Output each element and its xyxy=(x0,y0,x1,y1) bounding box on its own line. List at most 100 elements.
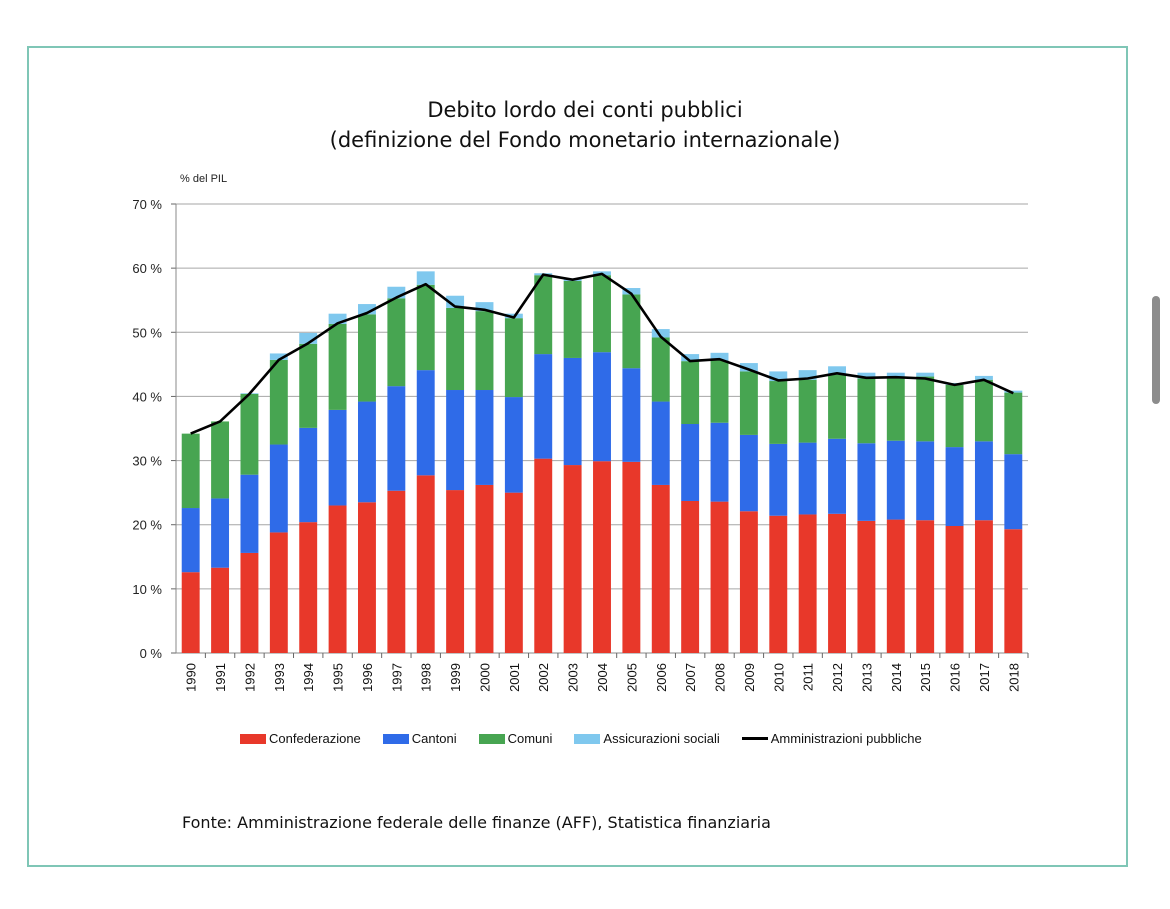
bar-confederazione xyxy=(563,465,582,653)
bar-comuni xyxy=(739,371,758,435)
x-tick-label: 2002 xyxy=(536,663,551,692)
bar-comuni xyxy=(504,318,523,398)
bar-assicurazioni-sociali xyxy=(886,372,905,377)
bar-confederazione xyxy=(475,484,494,653)
x-tick-label: 1993 xyxy=(272,663,287,692)
legend-line-amministrazioni xyxy=(741,737,768,740)
bar-assicurazioni-sociali xyxy=(358,304,376,315)
bar-cantoni xyxy=(622,368,641,462)
bar-assicurazioni-sociali xyxy=(681,354,700,362)
bar-assicurazioni-sociali xyxy=(446,295,465,308)
bar-comuni xyxy=(651,337,670,402)
legend-label-amministrazioni: Amministrazioni pubbliche xyxy=(770,731,922,746)
bar-comuni xyxy=(358,314,376,402)
bar-cantoni xyxy=(974,441,993,521)
bar-cantoni xyxy=(710,422,729,502)
bar-assicurazioni-sociali xyxy=(828,366,846,375)
legend-swatch-confederazione xyxy=(240,733,266,744)
bar-cantoni xyxy=(739,434,758,512)
bar-cantoni xyxy=(828,438,846,514)
bar-confederazione xyxy=(681,500,700,653)
legend-swatch-cantoni xyxy=(382,733,409,744)
legend-item-confederazione: Confederazione xyxy=(240,731,361,746)
bar-comuni xyxy=(240,393,259,475)
legend-label-cantoni: Cantoni xyxy=(411,731,457,746)
bar-comuni xyxy=(269,359,288,445)
x-tick-label: 2006 xyxy=(654,663,669,692)
bar-comuni xyxy=(974,379,993,442)
bar-confederazione xyxy=(710,501,729,653)
bar-confederazione xyxy=(974,520,993,653)
bar-confederazione xyxy=(504,492,523,653)
bar-comuni xyxy=(475,311,494,391)
line-amministrazioni-pubbliche xyxy=(190,272,1014,435)
x-tick-label: 2011 xyxy=(801,663,816,691)
bar-cantoni xyxy=(886,440,905,520)
y-tick-label: 30 % xyxy=(132,454,162,469)
bar-cantoni xyxy=(857,443,876,521)
x-tick-label: 2012 xyxy=(830,663,845,692)
bar-comuni xyxy=(916,376,935,442)
y-tick-label: 0 % xyxy=(140,646,163,661)
bar-comuni xyxy=(534,275,553,355)
x-tick-label: 2004 xyxy=(595,663,610,692)
bar-assicurazioni-sociali xyxy=(387,286,406,299)
bar-confederazione xyxy=(181,572,200,653)
bar-confederazione xyxy=(328,505,347,653)
x-tick-label: 1992 xyxy=(242,663,257,692)
legend-label-confederazione: Confederazione xyxy=(269,731,361,746)
x-tick-label: 2018 xyxy=(1006,663,1021,692)
x-tick-label: 2003 xyxy=(566,663,581,692)
bar-cantoni xyxy=(1004,454,1023,530)
bar-assicurazioni-sociali xyxy=(974,375,993,380)
bar-comuni xyxy=(1004,392,1023,455)
bar-cantoni xyxy=(475,390,494,485)
y-unit-label: % del PIL xyxy=(180,173,228,185)
bar-comuni xyxy=(769,381,788,444)
x-tick-label: 2005 xyxy=(624,663,639,692)
bar-confederazione xyxy=(857,520,876,653)
bar-comuni xyxy=(828,374,846,439)
x-tick-label: 2009 xyxy=(742,663,757,692)
bar-comuni xyxy=(328,323,347,410)
source-note: Fonte: Amministrazione federale delle fi… xyxy=(182,813,771,832)
x-tick-label: 2016 xyxy=(948,663,963,692)
bar-comuni xyxy=(710,360,729,423)
x-tick-label: 1996 xyxy=(360,663,375,692)
bar-confederazione xyxy=(358,502,376,653)
bar-cantoni xyxy=(416,370,435,476)
bar-cantoni xyxy=(593,352,611,462)
bar-confederazione xyxy=(446,490,465,653)
vertical-scrollbar[interactable] xyxy=(1152,296,1160,404)
x-tick-label: 1997 xyxy=(389,663,404,692)
bar-cantoni xyxy=(651,401,670,485)
x-tick-label: 1994 xyxy=(301,663,316,692)
bar-cantoni xyxy=(945,447,964,526)
x-tick-label: 2008 xyxy=(713,663,728,692)
legend-swatch-comuni xyxy=(478,733,505,744)
bar-confederazione xyxy=(1004,529,1023,653)
bar-comuni xyxy=(945,384,964,448)
bar-cantoni xyxy=(328,409,347,506)
bar-comuni xyxy=(416,284,435,371)
bar-confederazione xyxy=(945,525,964,653)
legend-swatch-assicurazioni xyxy=(574,733,601,744)
chart-title-line1: Debito lordo dei conti pubblici xyxy=(427,98,743,122)
y-tick-label: 10 % xyxy=(132,582,162,597)
bar-comuni xyxy=(886,376,905,441)
chart-legend: Confederazione Cantoni Comuni Assicurazi… xyxy=(240,731,944,746)
bar-comuni xyxy=(622,294,641,369)
x-tick-label: 2017 xyxy=(977,663,992,692)
bar-assicurazioni-sociali xyxy=(622,288,641,295)
bar-comuni xyxy=(299,343,318,428)
x-tick-label: 1990 xyxy=(184,663,199,692)
bar-cantoni xyxy=(181,508,200,573)
bar-confederazione xyxy=(622,461,641,653)
x-tick-label: 1999 xyxy=(448,663,463,692)
bar-comuni xyxy=(446,307,465,391)
bar-assicurazioni-sociali xyxy=(857,372,876,379)
bar-cantoni xyxy=(446,390,465,491)
bar-cantoni xyxy=(916,441,935,521)
bar-cantoni xyxy=(563,357,582,466)
bar-cantoni xyxy=(211,498,230,568)
